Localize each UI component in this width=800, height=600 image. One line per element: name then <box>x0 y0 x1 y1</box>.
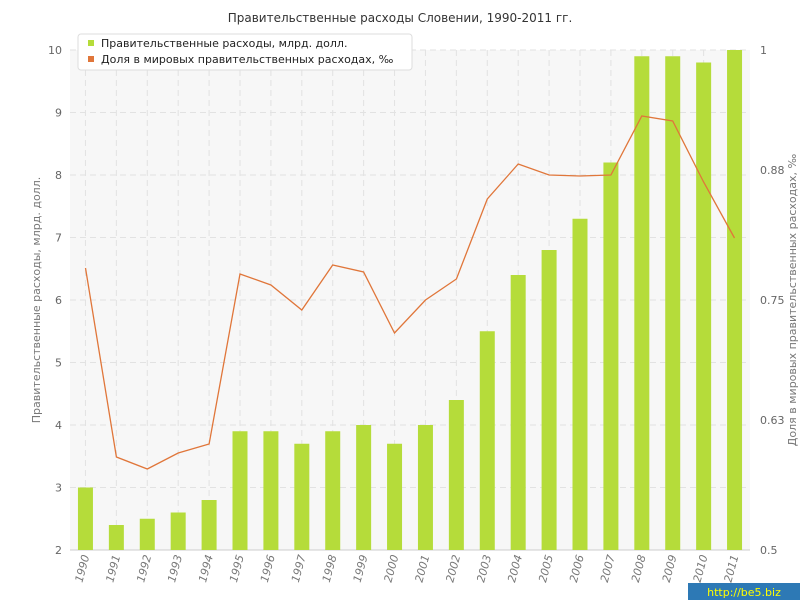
left-axis-ticks: 2 3 4 5 6 7 8 9 10 <box>48 44 62 557</box>
bar-1990 <box>77 487 93 550</box>
bar-2008 <box>634 56 650 550</box>
bar-1996 <box>263 431 279 550</box>
x-tick-label: 1990 <box>73 553 93 583</box>
bar-2009 <box>665 56 681 550</box>
x-tick-label: 2005 <box>536 553 556 583</box>
bar-series <box>77 50 743 550</box>
bar-2007 <box>603 162 619 550</box>
legend-label-share: Доля в мировых правительственных расхода… <box>101 53 394 66</box>
x-tick-label: 2008 <box>629 553 649 583</box>
x-tick-label: 2004 <box>505 553 525 583</box>
x-tick-label: 1999 <box>351 553 371 583</box>
right-tick-label: 0.5 <box>760 544 778 557</box>
x-tick-label: 1997 <box>289 553 309 583</box>
right-tick-label: 0.63 <box>760 414 785 427</box>
x-tick-label: 2009 <box>660 553 680 583</box>
bar-1995 <box>232 431 248 550</box>
watermark-box <box>688 583 800 600</box>
right-axis-label: Доля в мировых правительственных расхода… <box>786 154 799 447</box>
x-tick-label: 2010 <box>691 553 711 583</box>
bar-2006 <box>572 218 588 550</box>
share-line <box>84 115 736 470</box>
x-tick-label: 1996 <box>258 553 278 583</box>
chart-title: Правительственные расходы Словении, 1990… <box>228 11 573 25</box>
x-tick-label: 1991 <box>103 553 123 583</box>
right-tick-label: 1 <box>760 44 767 57</box>
x-tick-label: 2003 <box>474 553 494 583</box>
right-axis-ticks: 0.5 0.63 0.75 0.88 1 <box>760 44 785 557</box>
x-axis-ticks: 1990 1991 1992 1993 1994 1995 1996 1997 1998 1999… <box>73 553 742 583</box>
bar-2010 <box>696 62 712 550</box>
x-tick-label: 1994 <box>196 553 216 583</box>
x-tick-label: 2006 <box>567 553 587 583</box>
bar-2003 <box>479 331 495 550</box>
x-tick-label: 1998 <box>320 553 340 583</box>
bar-2002 <box>448 400 464 550</box>
x-tick-label: 1995 <box>227 553 247 583</box>
legend-label-spending: Правительственные расходы, млрд. долл. <box>101 37 347 50</box>
bar-2000 <box>387 443 403 550</box>
watermark[interactable]: http://be5.biz <box>707 586 781 599</box>
right-tick-label: 0.88 <box>760 164 785 177</box>
x-tick-label: 2000 <box>382 553 402 583</box>
left-tick-label: 6 <box>55 294 62 307</box>
bar-1999 <box>356 425 372 550</box>
x-tick-label: 2002 <box>443 553 463 583</box>
left-tick-label: 7 <box>55 232 62 245</box>
left-tick-label: 3 <box>55 482 62 495</box>
legend-box <box>77 33 413 71</box>
left-tick-label: 4 <box>55 419 62 432</box>
bar-1998 <box>325 431 341 550</box>
left-tick-label: 10 <box>48 44 62 57</box>
bar-1994 <box>201 500 217 550</box>
legend-swatch-spending <box>88 40 94 46</box>
right-tick-label: 0.75 <box>760 294 785 307</box>
bar-2011 <box>727 50 743 550</box>
left-tick-label: 2 <box>55 544 62 557</box>
left-tick-label: 8 <box>55 169 62 182</box>
left-axis-label: Правительственные расходы, млрд. долл. <box>30 177 43 423</box>
legend-swatch-share <box>88 56 94 62</box>
bar-1991 <box>108 525 124 550</box>
x-tick-label: 1992 <box>134 553 154 583</box>
bar-1993 <box>170 512 186 550</box>
legend: Правительственные расходы, млрд. долл. Д… <box>77 33 413 71</box>
bar-2005 <box>541 250 557 550</box>
x-tick-label: 1993 <box>165 553 185 583</box>
left-tick-label: 5 <box>55 357 62 370</box>
left-tick-label: 9 <box>55 107 62 120</box>
bar-1992 <box>139 518 155 550</box>
bar-1997 <box>294 443 310 550</box>
x-tick-label: 2011 <box>722 553 742 583</box>
bar-2004 <box>510 275 526 550</box>
bar-2001 <box>417 425 433 550</box>
x-tick-label: 2001 <box>413 553 433 583</box>
x-tick-label: 2007 <box>598 553 618 583</box>
